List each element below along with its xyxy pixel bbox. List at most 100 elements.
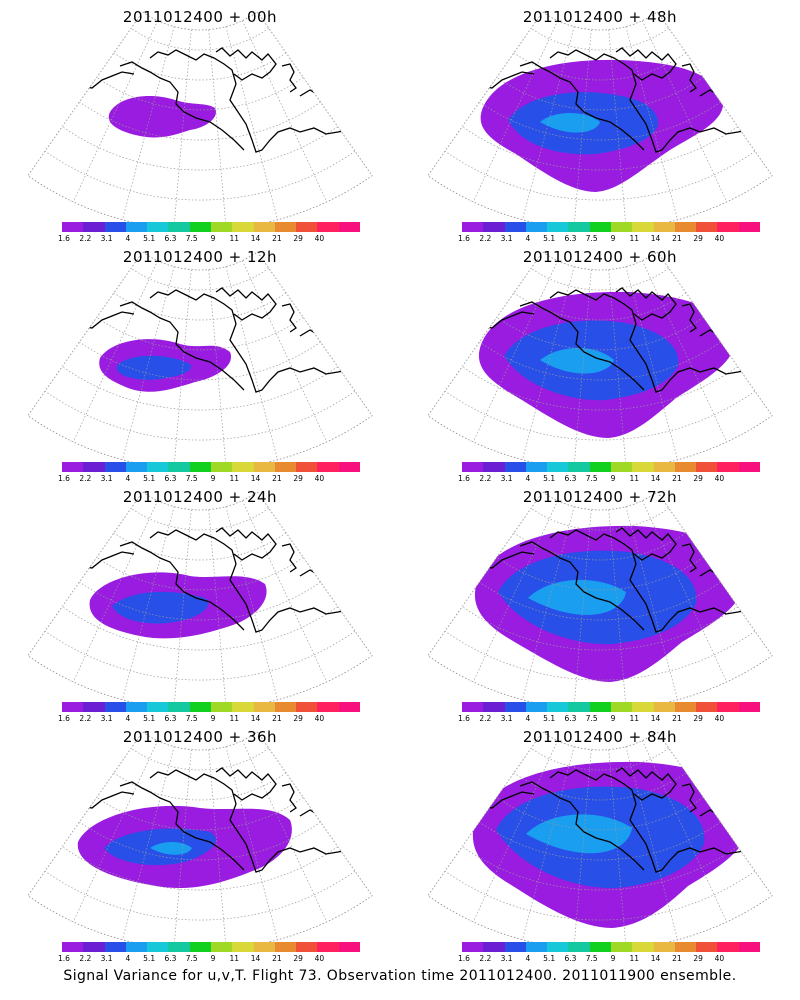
colorbar-swatch — [83, 942, 105, 952]
latitude-line — [62, 606, 338, 651]
colorbar-swatch — [62, 222, 84, 232]
colorbar-swatch — [104, 462, 126, 472]
figure-caption: Signal Variance for u,v,T. Flight 73. Ob… — [63, 968, 737, 984]
colorbar-swatch — [296, 942, 318, 952]
colorbar-label: 1.6 — [58, 714, 70, 723]
polar-map — [27, 11, 373, 222]
colorbar-swatch — [610, 942, 633, 952]
colorbar-label: 2.2 — [479, 714, 492, 723]
colorbar-label: 11 — [629, 714, 640, 723]
coastline — [119, 301, 245, 391]
colorbar-swatch — [483, 222, 505, 232]
latitude-line — [130, 268, 270, 291]
colorbar-swatch — [568, 702, 590, 712]
colorbar-label: 4 — [125, 954, 131, 963]
colorbar-swatch — [317, 222, 339, 232]
colorbar-label: 1.6 — [458, 234, 470, 243]
colorbar-swatch — [547, 462, 569, 472]
coastline — [59, 311, 135, 339]
colorbar-label: 14 — [650, 714, 661, 723]
colorbar-swatch — [525, 702, 548, 712]
colorbar-swatch — [696, 702, 718, 712]
panel-title: 2011012400 + 60h — [522, 248, 678, 266]
colorbar-labels: 1.6 2.2 3.1 4 5.1 6.3 7.5 9 11 14 21 29 40 — [458, 954, 760, 964]
coastline — [519, 61, 645, 151]
colorbar-labels: 1.6 2.2 3.1 4 5.1 6.3 7.5 9 11 14 21 29 40 — [58, 714, 360, 724]
colorbar-swatch — [504, 462, 526, 472]
colorbar-label: 11 — [229, 234, 240, 243]
colorbar — [462, 702, 760, 712]
coastline — [281, 783, 297, 813]
polar-map — [427, 731, 773, 942]
variance-shading — [540, 113, 600, 133]
coastline — [149, 529, 349, 633]
colorbar-label: 14 — [650, 474, 661, 483]
colorbar-swatch — [189, 222, 211, 232]
colorbar-swatch — [125, 222, 148, 232]
colorbar-label: 40 — [314, 714, 325, 723]
colorbar-swatch — [232, 942, 254, 952]
colorbar-swatch — [717, 942, 739, 952]
colorbar-label: 29 — [293, 234, 303, 243]
colorbar-swatch — [210, 462, 233, 472]
colorbar-swatch — [547, 942, 569, 952]
colorbar-label: 6.3 — [164, 714, 177, 723]
panel-title: 2011012400 + 12h — [122, 248, 278, 266]
colorbar-label: 2.2 — [79, 714, 92, 723]
colorbar-swatch — [589, 702, 611, 712]
colorbar-label: 1.6 — [58, 954, 70, 963]
coastline — [519, 781, 645, 871]
colorbar-swatch — [317, 942, 339, 952]
latitude-line — [96, 77, 304, 111]
colorbar-labels: 1.6 2.2 3.1 4 5.1 6.3 7.5 9 11 14 21 29 40 — [458, 234, 760, 244]
coastline — [149, 49, 349, 153]
colorbar-swatch — [62, 702, 84, 712]
colorbar-swatch — [296, 702, 318, 712]
colorbar-label: 3.1 — [100, 234, 113, 243]
coastline — [59, 551, 135, 579]
latitude-line — [496, 797, 704, 831]
colorbar-swatch — [253, 702, 275, 712]
colorbar — [62, 222, 360, 232]
colorbar-label: 4 — [525, 714, 531, 723]
colorbar-labels: 1.6 2.2 3.1 4 5.1 6.3 7.5 9 11 14 21 29 40 — [58, 234, 360, 244]
colorbar-label: 4 — [125, 474, 131, 483]
forecast-panel: 2011012400 + 72h 1.6 2.2 3.1 4 5.1 6.3 7.5 9 11 14… — [400, 480, 800, 725]
colorbar-label: 9 — [210, 954, 216, 963]
latitude-line — [496, 317, 704, 351]
latitude-line — [530, 508, 670, 531]
coastline — [119, 61, 245, 151]
coastline — [615, 767, 677, 801]
coastline — [119, 781, 245, 871]
coastline — [549, 529, 749, 633]
colorbar-label: 7.5 — [585, 474, 598, 483]
coastline — [215, 287, 277, 321]
latitude-line — [62, 366, 338, 411]
coastline — [299, 569, 351, 595]
colorbar-swatch — [232, 462, 254, 472]
coastline — [149, 289, 349, 393]
colorbar-label: 3.1 — [500, 954, 513, 963]
colorbar-label: 9 — [610, 954, 616, 963]
colorbar-swatch — [338, 222, 360, 232]
colorbar-labels: 1.6 2.2 3.1 4 5.1 6.3 7.5 9 11 14 21 29 40 — [458, 474, 760, 484]
latitude-line — [530, 268, 670, 291]
colorbar-swatch — [547, 702, 569, 712]
colorbar-label: 7.5 — [185, 474, 198, 483]
colorbar-label: 5.1 — [543, 954, 556, 963]
colorbar-label: 9 — [610, 234, 616, 243]
colorbar-swatch — [104, 942, 126, 952]
colorbar-label: 40 — [714, 954, 725, 963]
colorbar-swatch — [317, 702, 339, 712]
colorbar-swatch — [189, 702, 211, 712]
panel-title: 2011012400 + 00h — [122, 8, 278, 26]
colorbar — [462, 222, 760, 232]
colorbar-label: 4 — [525, 954, 531, 963]
latitude-line — [479, 101, 721, 141]
colorbar-swatch — [168, 462, 190, 472]
latitude-line — [113, 52, 287, 81]
forecast-panel: 2011012400 + 12h 1.6 2.2 3.1 4 5.1 6.3 7.5 9 11 14… — [0, 240, 400, 485]
colorbar-swatch — [525, 462, 548, 472]
latitude-line — [479, 581, 721, 621]
colorbar-swatch — [483, 462, 505, 472]
